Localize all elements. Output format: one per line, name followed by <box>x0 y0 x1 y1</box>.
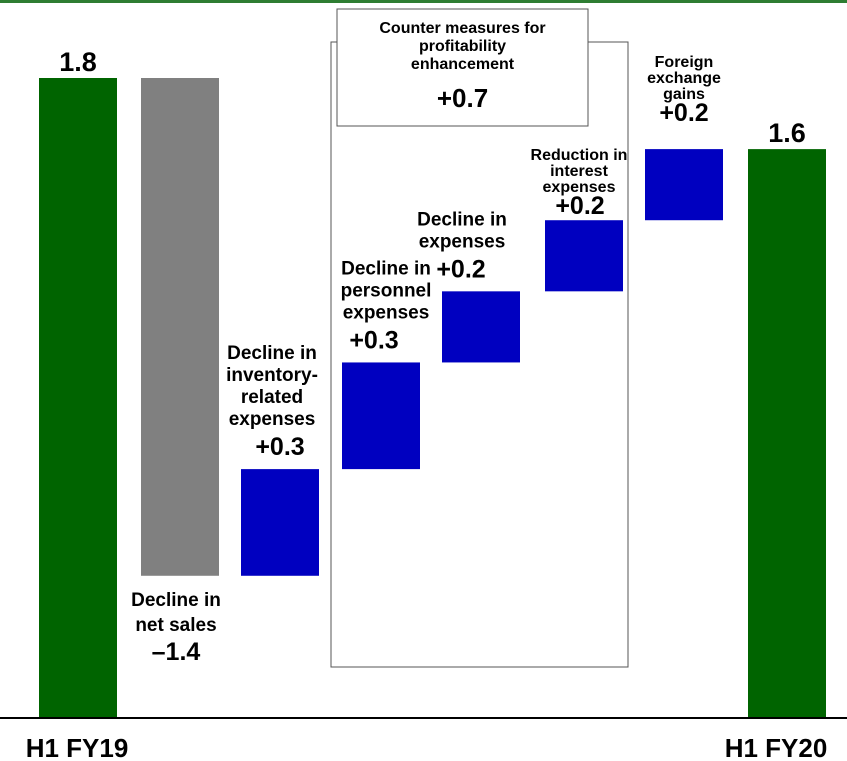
end-value-label: 1.6 <box>768 118 806 148</box>
bar-6 <box>645 149 723 221</box>
step-label-line: Decline in <box>417 209 507 230</box>
step-value-label: +0.3 <box>255 433 304 461</box>
step-label-line: related <box>241 387 303 408</box>
step-label-line: expenses <box>343 302 430 323</box>
bar-1 <box>141 78 219 576</box>
top-rule <box>0 0 847 3</box>
step-value-label: –1.4 <box>152 638 201 666</box>
step-label-line: net sales <box>135 615 216 636</box>
step-label-line: exchange <box>647 70 721 87</box>
step-label-line: expenses <box>419 231 506 252</box>
step-value-label: +0.2 <box>436 255 485 283</box>
step-label-line: gains <box>663 86 705 103</box>
group-title-line: enhancement <box>411 56 515 73</box>
step-label-line: personnel <box>341 280 432 301</box>
group-title-line: profitability <box>419 38 506 55</box>
group-value: +0.7 <box>437 83 488 113</box>
bar-0 <box>39 78 117 718</box>
bar-7 <box>748 149 826 719</box>
step-label-line: expenses <box>543 179 616 196</box>
bar-2 <box>241 469 319 576</box>
bar-3 <box>342 362 420 470</box>
bar-4 <box>442 291 520 363</box>
bar-5 <box>545 220 623 292</box>
group-title-box <box>336 8 589 127</box>
axis-category-label: H1 FY20 <box>725 733 828 761</box>
step-value-label: +0.3 <box>349 326 398 354</box>
step-label-line: Foreign <box>655 54 714 71</box>
step-label-line: Decline in <box>341 258 431 279</box>
end-value-label: 1.8 <box>59 47 97 77</box>
step-label-line: Decline in <box>227 343 317 364</box>
step-label-line: inventory- <box>226 365 318 386</box>
step-label-line: Reduction in <box>531 147 628 164</box>
step-value-label: +0.2 <box>659 99 708 127</box>
step-label-line: expenses <box>229 409 316 430</box>
group-title-line: Counter measures for <box>379 20 545 37</box>
axis-category-label: H1 FY19 <box>26 733 129 761</box>
step-label-line: interest <box>550 163 608 180</box>
step-value-label: +0.2 <box>555 192 604 220</box>
step-label-line: Decline in <box>131 590 221 611</box>
